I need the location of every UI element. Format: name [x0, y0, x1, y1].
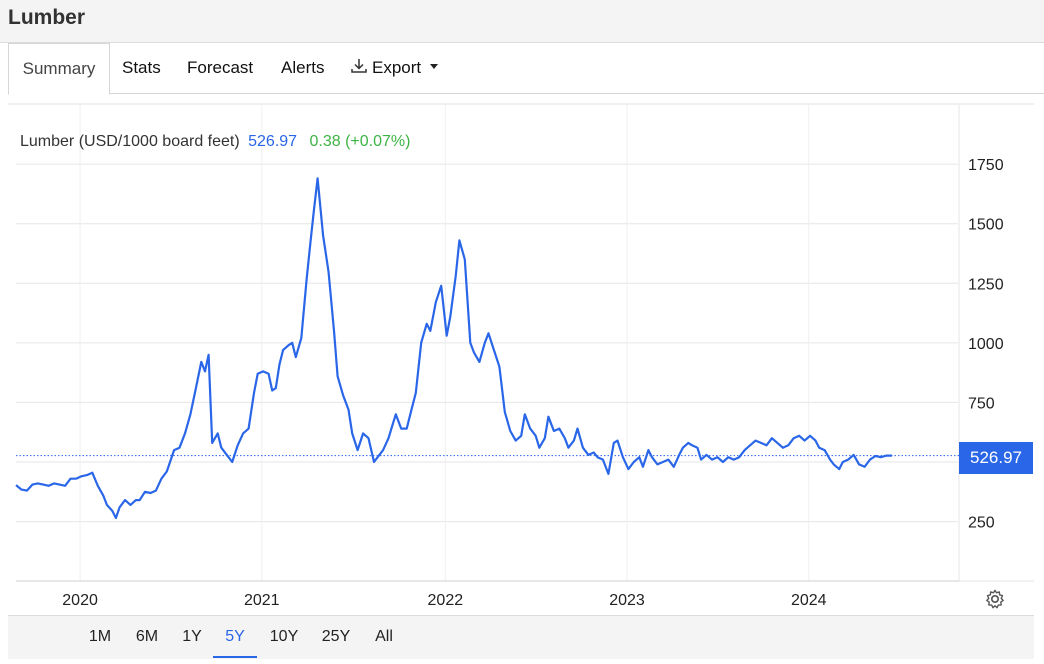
caret-down-icon — [429, 64, 438, 69]
tab-stats[interactable]: Stats — [122, 43, 161, 93]
last-price-tag: 526.97 — [959, 442, 1033, 474]
x-tick-label: 2020 — [62, 592, 98, 609]
range-5y[interactable]: 5Y — [213, 616, 257, 658]
gear-icon[interactable] — [984, 588, 1006, 610]
tab-alerts[interactable]: Alerts — [281, 43, 324, 93]
y-tick-label: 1250 — [968, 276, 1004, 293]
tab-forecast[interactable]: Forecast — [187, 43, 253, 93]
range-25y[interactable]: 25Y — [321, 628, 351, 645]
title-bar: Lumber — [0, 0, 1044, 43]
range-6m[interactable]: 6M — [135, 628, 159, 645]
plot-top-band — [8, 103, 1034, 105]
download-icon — [351, 59, 367, 73]
tab-bar: Summary Stats Forecast Alerts Export — [8, 43, 1044, 95]
x-tick-label: 2024 — [791, 592, 827, 609]
range-1y[interactable]: 1Y — [182, 628, 202, 645]
legend-value: 526.97 — [248, 133, 298, 150]
tab-export[interactable]: Export — [350, 43, 439, 93]
tab-summary-label: Summary — [22, 59, 96, 78]
tab-export-label: Export — [372, 58, 422, 77]
x-tick-label: 2021 — [244, 592, 280, 609]
tab-stats-label: Stats — [122, 58, 161, 77]
plot-background — [8, 103, 1034, 615]
y-tick-label: 750 — [968, 395, 995, 412]
page-title: Lumber — [8, 6, 86, 29]
range-10y[interactable]: 10Y — [269, 628, 299, 645]
y-tick-label: 250 — [968, 515, 995, 532]
y-tick-label: 1750 — [968, 157, 1004, 174]
chart-legend: Lumber (USD/1000 board feet) 526.97 0.38… — [20, 133, 410, 151]
series-line-lumber — [15, 177, 892, 520]
legend-change: 0.38 (+0.07%) — [309, 133, 411, 150]
tab-forecast-label: Forecast — [187, 58, 254, 77]
legend-label: Lumber (USD/1000 board feet) — [20, 133, 240, 150]
range-selector: 1M 6M 1Y 5Y 10Y 25Y All — [8, 615, 1034, 659]
price-chart[interactable]: 250 750 1000 1250 1500 1750 2020 2021 2022 2023 20… — [8, 103, 1034, 615]
tab-alerts-label: Alerts — [281, 58, 325, 77]
x-tick-label: 2022 — [428, 592, 464, 609]
y-tick-label: 1000 — [968, 336, 1004, 353]
tab-summary[interactable]: Summary — [8, 43, 110, 95]
x-tick-label: 2023 — [609, 592, 645, 609]
y-tick-label: 1500 — [968, 217, 1004, 234]
range-1m[interactable]: 1M — [88, 628, 112, 645]
chart-area: 250 750 1000 1250 1500 1750 2020 2021 2022 2023 20… — [8, 103, 1034, 615]
range-all[interactable]: All — [375, 628, 393, 645]
